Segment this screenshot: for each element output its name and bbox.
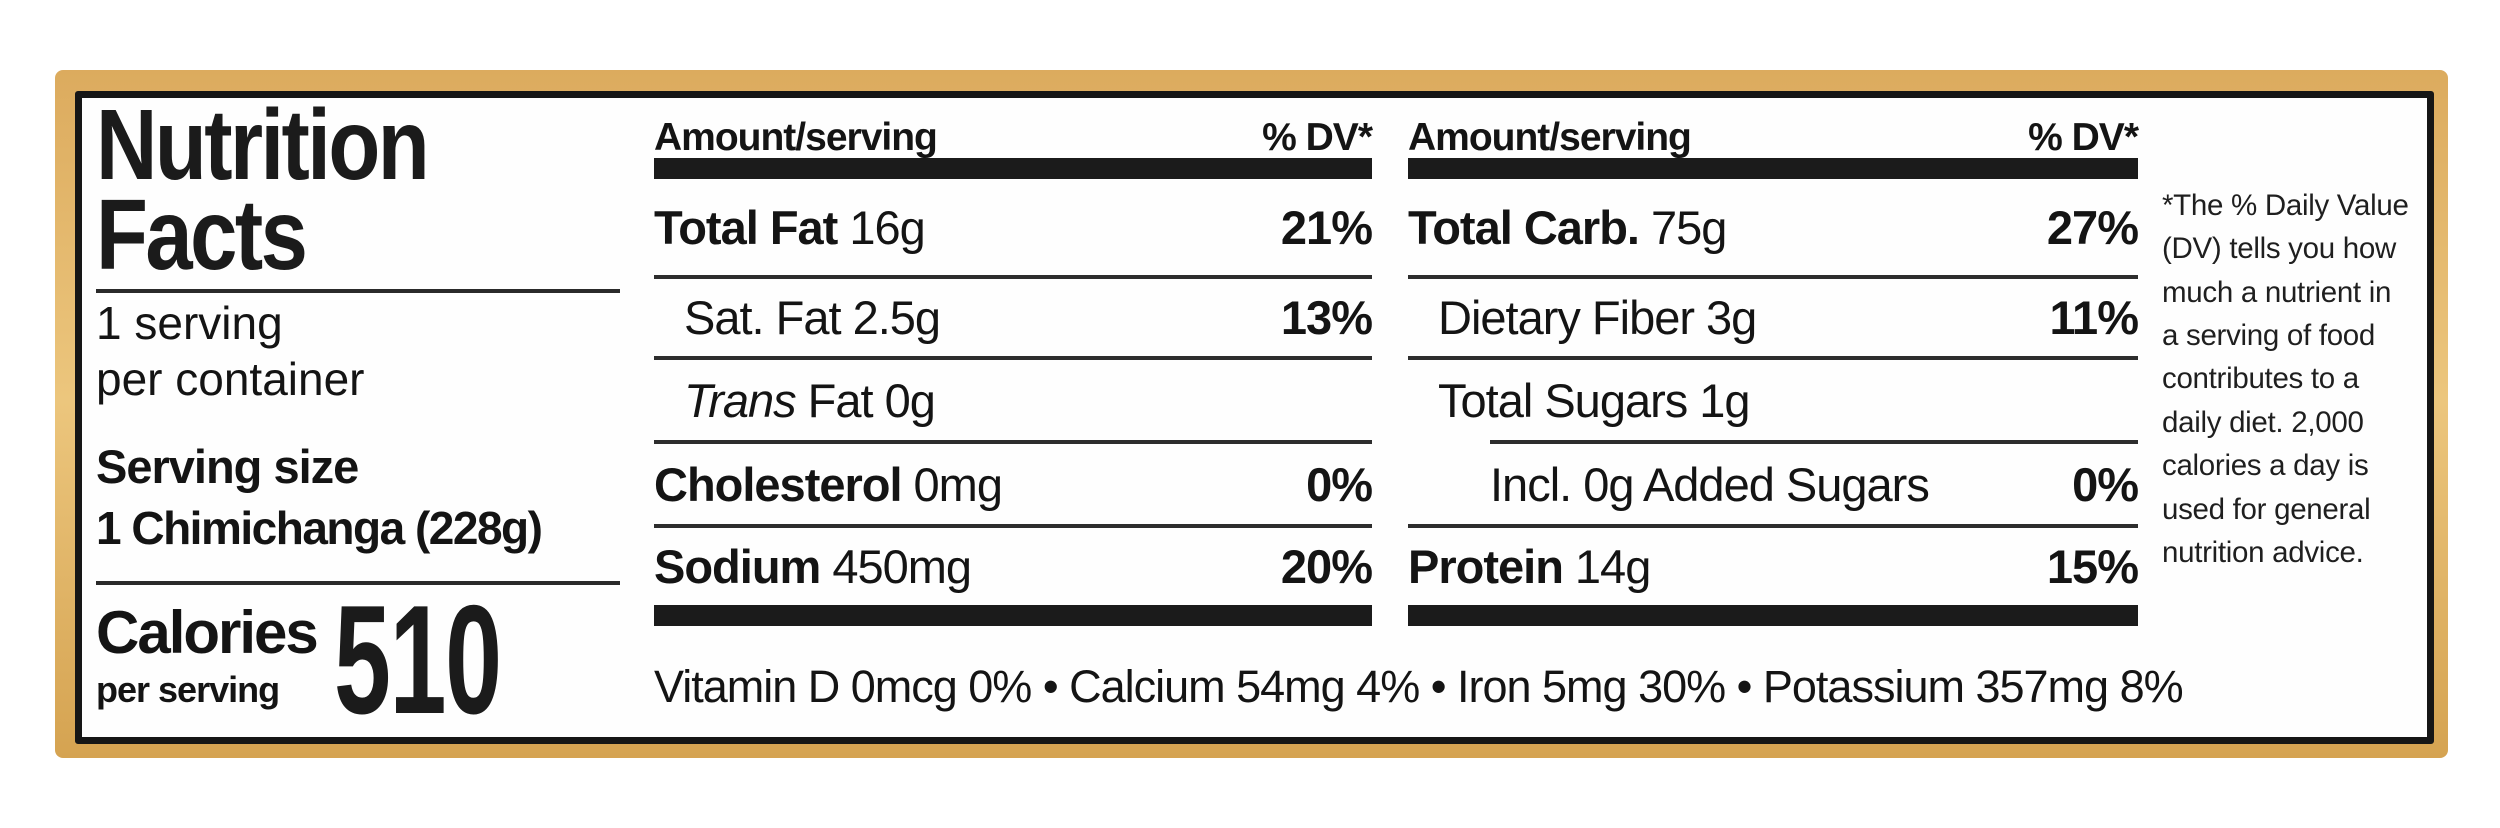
nutrient-amount: 450mg <box>832 540 972 593</box>
nutrient-name: Dietary Fiber <box>1438 291 1695 344</box>
nutrient-row-cholesterol: Cholesterol 0mg 0% <box>654 444 1373 528</box>
serving-size-value: 1 Chimichanga (228g) <box>96 502 543 554</box>
section-bar <box>654 158 1372 179</box>
nutrient-amount: 0g Added Sugars <box>1583 457 1930 511</box>
calories-label: Calories <box>96 599 319 666</box>
nutrient-row-total-carb: Total Carb. 75g 27% <box>1408 179 2139 279</box>
nutrient-dv: 13% <box>1280 291 1373 344</box>
nutrient-dv: 15% <box>2046 540 2139 593</box>
dv-footnote: *The % Daily Value (DV) tells you how mu… <box>2162 189 2409 569</box>
nutrition-facts-title: Nutrition Facts <box>96 89 430 291</box>
section-bar <box>654 605 1372 626</box>
calories-value: 510 <box>334 573 502 746</box>
nutrition-label-panel: Nutrition Facts 1 serving per container … <box>75 91 2434 744</box>
nutrient-row-dietary-fiber: Dietary Fiber 3g 11% <box>1408 279 2139 360</box>
nutrient-name: Trans <box>684 373 797 427</box>
nutrient-amount: 75g <box>1650 200 1727 254</box>
nutrient-row-trans-fat: Trans Fat 0g <box>654 360 1372 444</box>
nutrient-amount: 2.5g <box>852 291 941 344</box>
calories-sublabel: per serving <box>96 669 280 710</box>
nutrient-name: Cholesterol <box>654 457 903 511</box>
divider <box>96 581 620 585</box>
label-left-panel: Nutrition Facts 1 serving per container … <box>96 89 641 746</box>
column-header: Amount/serving % DV* <box>1408 112 2139 159</box>
nutrient-name: Incl. <box>1490 457 1572 511</box>
percent-dv-header: % DV* <box>2028 116 2139 159</box>
nutrient-row-total-sugars: Total Sugars 1g <box>1408 360 2138 440</box>
amount-serving-header: Amount/serving <box>654 116 938 159</box>
nutrient-row-protein: Protein 14g 15% <box>1408 528 2139 605</box>
amount-column-left: Amount/serving % DV* Total Fat 16g 21% Sa… <box>654 112 1373 626</box>
nutrient-name: Total Sugars <box>1438 373 1688 427</box>
percent-dv-header: % DV* <box>1262 116 1373 159</box>
indented-divider <box>1490 440 2138 444</box>
section-bar <box>1408 605 2138 626</box>
nutrition-label: Nutrition Facts 1 serving per container … <box>55 70 2448 758</box>
nutrient-amount: 1g <box>1699 373 1750 427</box>
nutrient-name: Protein <box>1408 540 1564 593</box>
nutrient-row-sat-fat: Sat. Fat 2.5g 13% <box>654 279 1373 360</box>
nutrient-row-total-fat: Total Fat 16g 21% <box>654 179 1373 279</box>
servings-per-container: 1 serving per container <box>96 297 365 406</box>
serving-size-label: Serving size <box>96 440 359 493</box>
amount-column-right: Amount/serving % DV* Total Carb. 75g 27% … <box>1408 112 2139 626</box>
nutrient-name: Sat. Fat <box>684 291 842 344</box>
amount-serving-header: Amount/serving <box>1408 116 1692 159</box>
nutrient-name: Sodium <box>654 540 821 593</box>
nutrient-dv: 20% <box>1280 540 1373 593</box>
nutrient-name: Total Fat <box>654 200 838 254</box>
nutrient-row-sodium: Sodium 450mg 20% <box>654 528 1373 605</box>
divider <box>96 289 620 293</box>
micronutrients-line: Vitamin D 0mcg 0% • Calcium 54mg 4% • Ir… <box>654 661 2184 712</box>
nutrient-amount: 14g <box>1574 540 1651 593</box>
nutrient-dv: 0% <box>2072 457 2139 511</box>
nutrient-amount: 16g <box>849 200 925 254</box>
nutrient-amount: Fat 0g <box>807 373 936 427</box>
nutrient-dv: 0% <box>1306 457 1373 511</box>
nutrient-amount: 0mg <box>913 457 1003 511</box>
nutrient-dv: 11% <box>2049 291 2139 344</box>
nutrient-dv: 21% <box>1280 200 1373 254</box>
section-bar <box>1408 158 2138 179</box>
nutrient-row-added-sugars: Incl. 0g Added Sugars 0% <box>1408 444 2139 528</box>
nutrient-name: Total Carb. <box>1408 200 1640 254</box>
column-header: Amount/serving % DV* <box>654 112 1373 159</box>
nutrient-amount: 3g <box>1706 291 1757 344</box>
nutrient-dv: 27% <box>2046 200 2139 254</box>
